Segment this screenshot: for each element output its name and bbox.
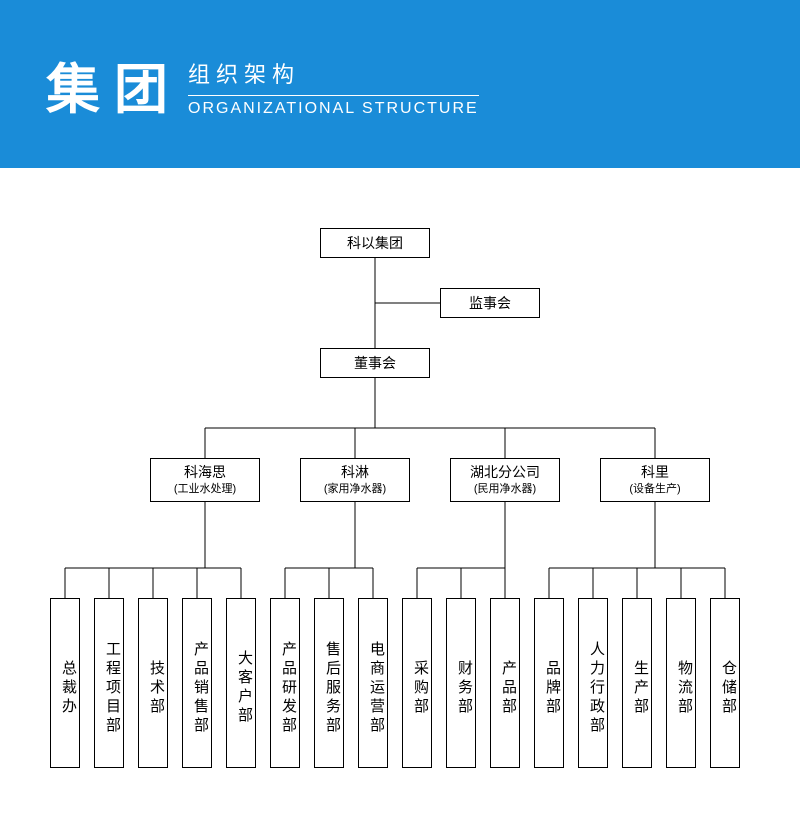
node-division-2: 湖北分公司 (民用净水器) [450, 458, 560, 502]
node-division-1: 科淋 (家用净水器) [300, 458, 410, 502]
node-department-11: 品牌部 [534, 598, 564, 768]
node-root: 科以集团 [320, 228, 430, 258]
header-subtitle-en: ORGANIZATIONAL STRUCTURE [188, 100, 479, 118]
node-department-10: 产品部 [490, 598, 520, 768]
division-subtitle: (设备生产) [629, 483, 680, 496]
node-supervisory-board: 监事会 [440, 288, 540, 318]
node-department-3: 产品销售部 [182, 598, 212, 768]
division-title: 科里 [641, 464, 669, 481]
node-department-2: 技术部 [138, 598, 168, 768]
division-title: 湖北分公司 [470, 464, 540, 481]
node-department-14: 物流部 [666, 598, 696, 768]
header-title-sub: 组织架构 ORGANIZATIONAL STRUCTURE [188, 57, 479, 118]
node-department-13: 生产部 [622, 598, 652, 768]
header-subtitle-cn: 组织架构 [188, 57, 479, 96]
division-title: 科淋 [341, 464, 369, 481]
division-subtitle: (民用净水器) [474, 483, 536, 496]
node-department-7: 电商运营部 [358, 598, 388, 768]
division-subtitle: (工业水处理) [174, 483, 236, 496]
node-division-3: 科里 (设备生产) [600, 458, 710, 502]
header-title-main: 集团 [46, 45, 182, 124]
node-department-0: 总裁办 [50, 598, 80, 768]
node-department-5: 产品研发部 [270, 598, 300, 768]
node-department-4: 大客户部 [226, 598, 256, 768]
node-department-15: 仓储部 [710, 598, 740, 768]
header-banner: 集团 组织架构 ORGANIZATIONAL STRUCTURE [0, 0, 800, 168]
division-subtitle: (家用净水器) [324, 483, 386, 496]
node-department-12: 人力行政部 [578, 598, 608, 768]
node-department-1: 工程项目部 [94, 598, 124, 768]
node-department-8: 采购部 [402, 598, 432, 768]
node-department-9: 财务部 [446, 598, 476, 768]
org-chart: 科以集团监事会董事会科海思 (工业水处理) 科淋 (家用净水器) 湖北分公司 (民用净水器… [0, 168, 800, 832]
division-title: 科海思 [184, 464, 226, 481]
node-department-6: 售后服务部 [314, 598, 344, 768]
node-board-of-directors: 董事会 [320, 348, 430, 378]
node-division-0: 科海思 (工业水处理) [150, 458, 260, 502]
